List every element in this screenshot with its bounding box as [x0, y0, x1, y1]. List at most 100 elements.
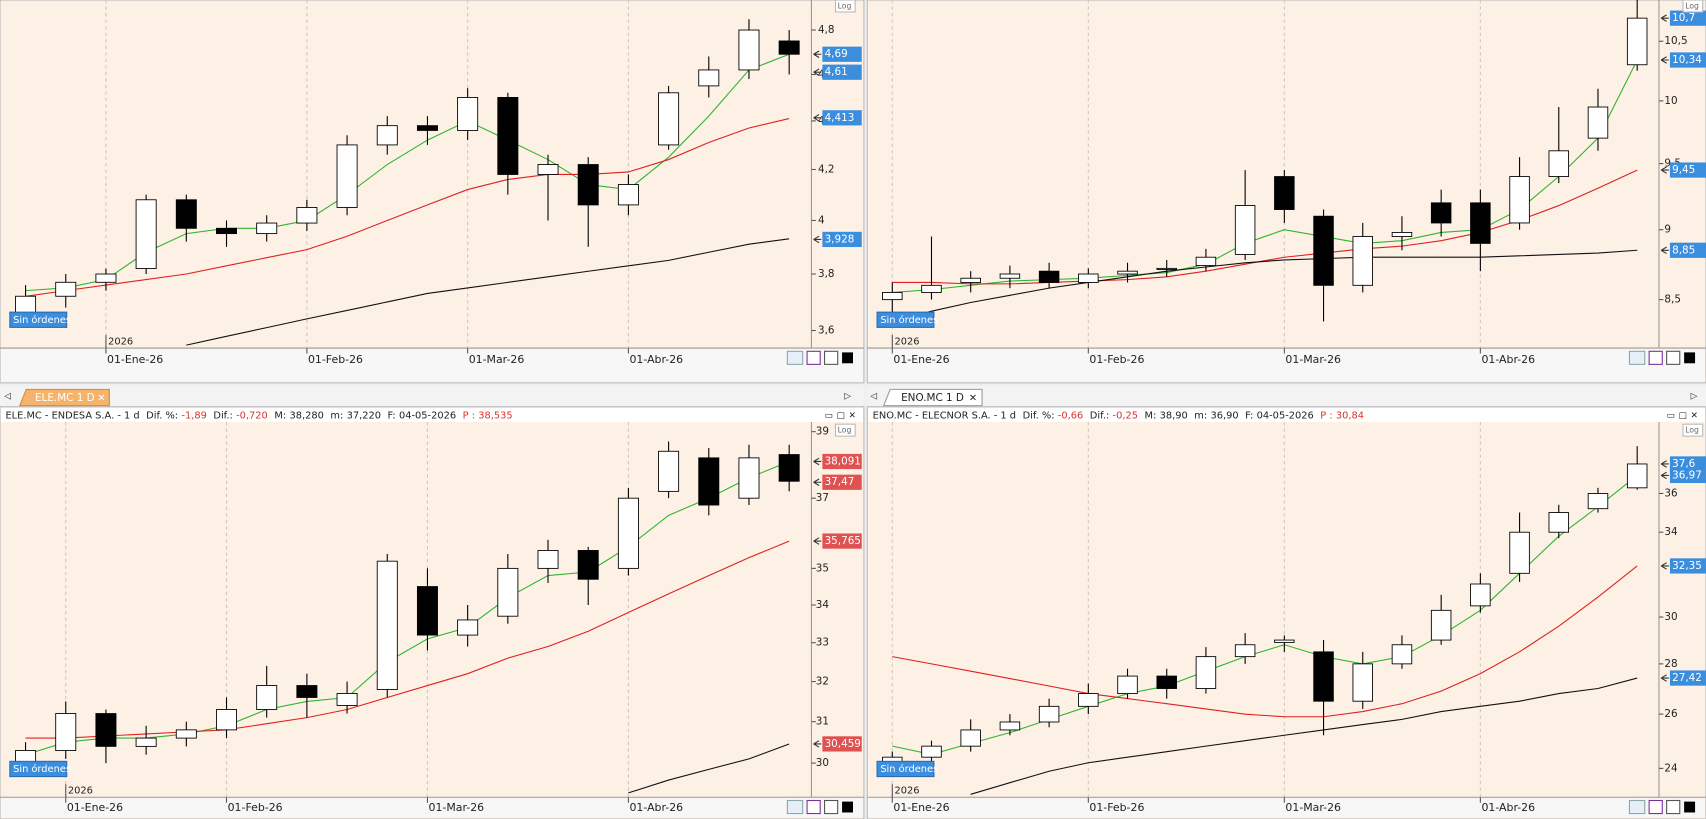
toolbar-icon[interactable]	[1666, 350, 1681, 365]
date-label: 01-Ene-26	[893, 353, 949, 366]
date-label: 01-Mar-26	[1285, 353, 1341, 366]
y-tick-label: 24	[1664, 762, 1678, 774]
toolbar-icon[interactable]	[786, 350, 804, 365]
candle-body	[497, 96, 519, 175]
candle-body	[216, 227, 237, 235]
price-label-box	[1669, 558, 1706, 574]
log-button[interactable]	[1682, 0, 1704, 13]
tab-scroll-left[interactable]: ◁	[870, 391, 877, 401]
price-label-box	[1669, 242, 1706, 258]
toolbar-icon[interactable]	[824, 799, 839, 815]
window-button[interactable]: ✕	[849, 411, 856, 421]
candle-body	[577, 164, 599, 206]
candle-body	[537, 164, 559, 175]
candle-body	[376, 560, 398, 690]
y-tick-label: 35	[816, 562, 829, 574]
candle-body	[55, 281, 77, 297]
toolbar-icon[interactable]	[1684, 801, 1696, 813]
tab-scroll-left[interactable]: ◁	[4, 391, 11, 401]
candle-body	[1274, 639, 1295, 643]
tab-close[interactable]: ✕	[97, 393, 105, 404]
window-button[interactable]: ✕	[1691, 411, 1698, 421]
y-tick-label: 39	[816, 426, 829, 438]
chart-header: ENO.MC - ELECNOR S.A. - 1 d Dif. %: -0,66 D…	[873, 410, 1364, 421]
toolbar-icon[interactable]	[1648, 799, 1663, 815]
toolbar-icon[interactable]	[842, 352, 853, 364]
header-field-value: -0,66	[1058, 410, 1083, 421]
log-button-label[interactable]: Log	[1685, 426, 1699, 435]
date-label: 01-Feb-26	[308, 353, 363, 366]
date-axis-area	[868, 349, 1705, 382]
tab-label[interactable]: ELE.MC 1 D	[35, 392, 95, 404]
candle-body	[1470, 583, 1491, 607]
candle-body	[135, 199, 157, 269]
window-button[interactable]: □	[837, 411, 845, 421]
log-button[interactable]	[1682, 423, 1704, 437]
date-label: 01-Feb-26	[1089, 801, 1144, 814]
candle-body	[1234, 205, 1256, 255]
date-label: 01-Abr-26	[1481, 353, 1535, 366]
price-label: 37,6	[1672, 458, 1695, 470]
toolbar-icon[interactable]	[806, 350, 821, 365]
candle-body	[1430, 202, 1452, 224]
moving-average-line	[970, 677, 1638, 795]
candle-body	[698, 457, 720, 506]
price-label-box	[1669, 670, 1706, 686]
log-button-label[interactable]: Log	[838, 426, 852, 435]
toolbar-icon[interactable]	[1666, 799, 1681, 815]
tab-scroll-right[interactable]: ▷	[1691, 391, 1698, 401]
window-button[interactable]: ▭	[1667, 411, 1675, 421]
toolbar-icon[interactable]	[806, 799, 821, 815]
header-field-label: M:	[274, 410, 286, 421]
tab-label[interactable]: ENO.MC 1 D	[901, 392, 964, 404]
candle-body	[1234, 644, 1256, 658]
header-symbol: ELE.MC - ENDESA S.A. - 1 d	[5, 410, 139, 421]
toolbar-icon[interactable]	[842, 801, 853, 813]
tab-active[interactable]	[18, 388, 110, 407]
toolbar-icon[interactable]	[786, 799, 804, 815]
window-button[interactable]: □	[1679, 411, 1687, 421]
log-button[interactable]	[834, 0, 856, 13]
candle-body	[1587, 493, 1609, 510]
candle-body	[256, 685, 278, 710]
date-label: 01-Abr-26	[1481, 801, 1535, 814]
price-label-box	[1669, 52, 1706, 68]
toolbar-icon[interactable]	[1648, 350, 1663, 365]
orders-label: Sin órdenes	[880, 763, 938, 775]
window-button[interactable]: ▭	[825, 411, 833, 421]
candle-body	[1430, 609, 1452, 641]
log-button-label[interactable]: Log	[1685, 2, 1699, 11]
header-bar	[1, 407, 863, 423]
header-field-label: Dif. %:	[1023, 410, 1055, 421]
tab-close[interactable]: ✕	[969, 393, 977, 404]
candle-body	[617, 497, 639, 569]
candle-body	[1391, 644, 1413, 665]
moving-average-line	[25, 540, 790, 739]
toolbar-icon[interactable]	[824, 350, 839, 365]
candle-body	[1038, 270, 1060, 283]
toolbar-icon[interactable]	[1628, 350, 1646, 365]
candle-body	[1195, 256, 1217, 267]
moving-average-line	[25, 118, 790, 297]
header-field-label: F:	[388, 410, 396, 421]
candle-body	[55, 713, 77, 751]
price-label-box	[1669, 162, 1706, 178]
price-label-box	[822, 231, 862, 248]
toolbar-icon[interactable]	[1628, 799, 1646, 815]
log-button-label[interactable]: Log	[838, 2, 852, 11]
price-label: 32,35	[1672, 560, 1702, 572]
orders-label: Sin órdenes	[13, 763, 71, 775]
log-button[interactable]	[834, 423, 856, 437]
header-field-label: m:	[330, 410, 343, 421]
header-field-label: P :	[1320, 410, 1332, 421]
y-tick-label: 32	[816, 676, 829, 688]
price-label: 4,69	[825, 48, 848, 60]
moving-average-line	[628, 743, 790, 794]
y-tick-label: 4,2	[818, 164, 835, 176]
tab[interactable]	[882, 388, 983, 407]
toolbar-icon[interactable]	[1684, 352, 1696, 364]
candle-body	[1352, 236, 1373, 286]
tab-scroll-right[interactable]: ▷	[844, 391, 851, 401]
candle-body	[1038, 705, 1060, 723]
